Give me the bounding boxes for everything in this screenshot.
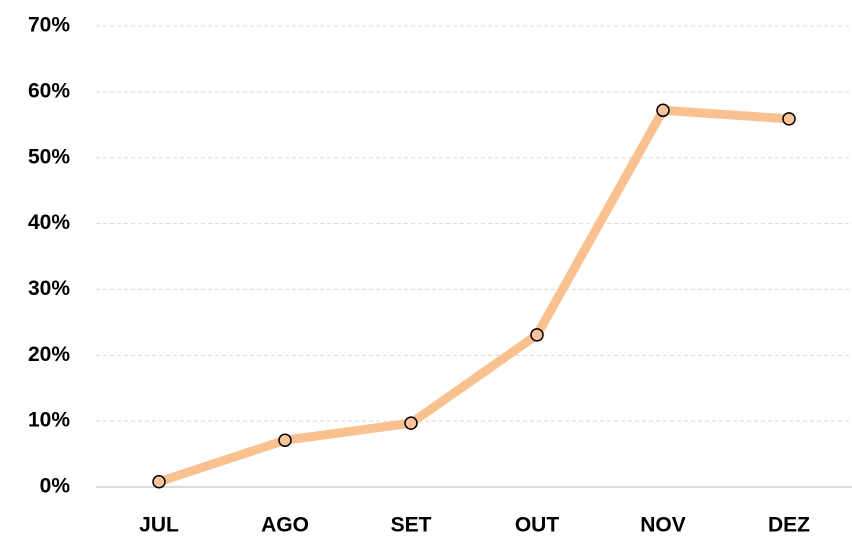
y-tick-label: 60%: [28, 79, 70, 102]
y-tick-label: 10%: [28, 409, 70, 432]
data-point: [656, 103, 670, 118]
x-tick-label: JUL: [139, 514, 179, 537]
x-tick-label: SET: [391, 514, 432, 537]
x-tick-label: OUT: [515, 514, 560, 537]
data-point: [152, 474, 166, 489]
y-tick-label: 50%: [28, 145, 70, 168]
x-tick-label: NOV: [640, 514, 686, 537]
y-tick-label: 70%: [28, 14, 70, 37]
x-tick-label: DEZ: [768, 514, 810, 537]
y-tick-label: 40%: [28, 211, 70, 234]
x-tick-label: AGO: [261, 514, 309, 537]
y-tick-label: 20%: [28, 343, 70, 366]
data-line: [154, 105, 794, 487]
data-point: [404, 416, 418, 430]
data-point: [782, 112, 796, 126]
data-point: [278, 433, 292, 447]
y-tick-label: 0%: [40, 475, 71, 498]
y-tick-label: 30%: [28, 277, 70, 300]
data-point: [530, 328, 544, 342]
